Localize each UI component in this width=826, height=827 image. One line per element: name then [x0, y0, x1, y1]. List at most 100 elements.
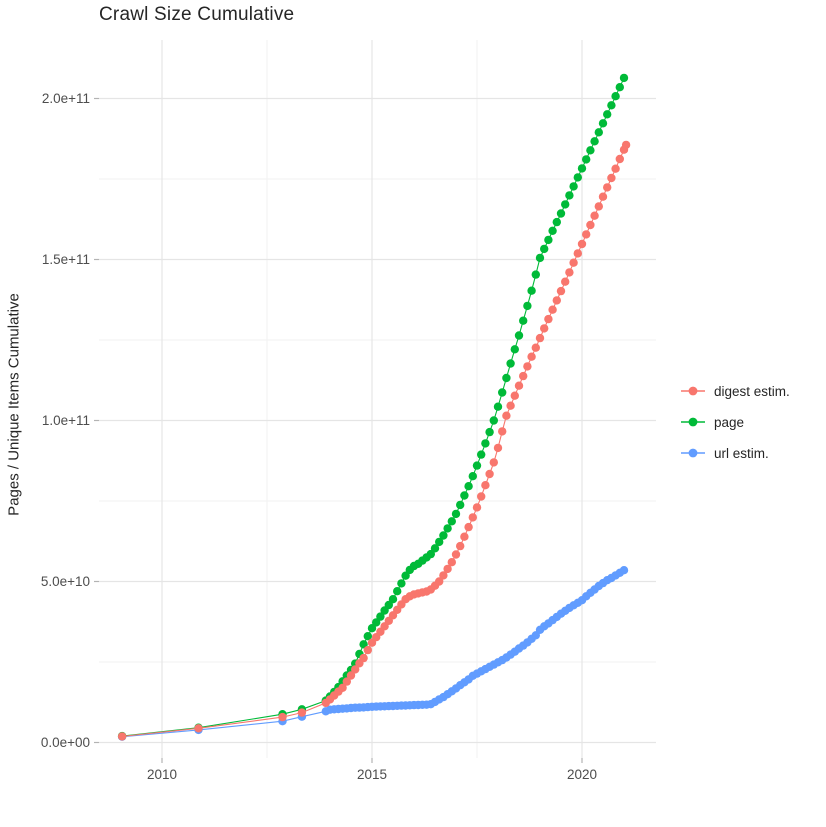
data-point: [439, 571, 448, 580]
data-point: [485, 469, 494, 479]
series-line: [122, 77, 625, 737]
data-point: [451, 509, 461, 519]
data-point: [363, 645, 372, 655]
data-point: [498, 388, 507, 397]
data-point: [535, 253, 545, 263]
data-point: [435, 577, 444, 586]
data-point: [297, 708, 307, 717]
data-point: [472, 461, 482, 470]
data-point: [489, 416, 498, 425]
data-point: [338, 683, 347, 692]
y-tick-label: 0.0e+00: [41, 735, 90, 750]
data-point: [544, 314, 553, 324]
x-tick-label: 2020: [567, 767, 597, 782]
data-point: [278, 712, 287, 722]
data-point: [598, 119, 608, 128]
data-point: [359, 653, 368, 663]
data-point: [351, 665, 360, 674]
x-tick-label: 2010: [147, 767, 177, 782]
data-point: [514, 331, 524, 340]
data-point: [472, 503, 482, 512]
data-point: [498, 427, 507, 436]
data-point: [489, 458, 498, 467]
data-point: [493, 402, 503, 411]
data-point: [506, 359, 515, 368]
data-point: [447, 558, 456, 567]
gridlines-major: [99, 40, 656, 758]
data-point: [194, 724, 203, 733]
data-point: [485, 427, 494, 437]
data-point: [519, 371, 528, 381]
data-point: [514, 381, 524, 390]
data-point: [531, 270, 540, 279]
data-point: [426, 549, 435, 559]
data-point: [430, 544, 440, 553]
data-point: [460, 532, 469, 541]
data-point: [502, 373, 511, 383]
data-point: [367, 624, 377, 633]
data-point: [556, 209, 566, 218]
data-point: [435, 537, 444, 547]
data-point: [510, 345, 519, 354]
data-point: [468, 513, 477, 522]
y-tick-label: 2.0e+11: [42, 91, 90, 106]
data-point: [384, 600, 393, 610]
legend-item: digest estim.: [680, 380, 790, 402]
data-point: [506, 401, 515, 410]
data-point: [397, 579, 406, 588]
data-point: [443, 564, 452, 574]
data-point: [493, 443, 503, 453]
data-point: [573, 249, 582, 258]
data-point: [552, 296, 561, 305]
data-point: [456, 500, 465, 510]
data-point: [481, 439, 490, 448]
data-point: [540, 244, 549, 254]
legend-item: url estim.: [680, 442, 790, 464]
data-point: [607, 101, 616, 110]
data-point: [388, 595, 398, 604]
gridlines-minor: [99, 40, 656, 758]
chart-title: Crawl Size Cumulative: [99, 4, 295, 25]
data-point: [531, 343, 540, 352]
data-point: [460, 491, 469, 500]
data-point: [594, 128, 603, 137]
data-point: [372, 618, 381, 627]
data-point: [439, 531, 448, 540]
data-point: [548, 305, 557, 314]
data-point: [621, 140, 631, 150]
data-point: [619, 73, 629, 83]
data-point: [464, 482, 473, 491]
data-point: [607, 173, 616, 183]
data-point: [611, 92, 620, 101]
data-point: [346, 671, 356, 680]
legend-label: digest estim.: [714, 383, 790, 399]
legend-label: url estim.: [714, 445, 769, 461]
data-point: [468, 472, 477, 481]
data-point: [510, 391, 519, 400]
y-tick-label: 5.0e+10: [41, 574, 90, 589]
data-point: [556, 286, 566, 296]
data-point: [569, 258, 578, 267]
data-point: [594, 202, 603, 211]
data-point: [535, 333, 545, 343]
data-point: [481, 481, 490, 490]
legend-key-icon: [681, 417, 705, 427]
data-point: [565, 191, 574, 200]
data-point: [502, 411, 511, 420]
data-point: [540, 324, 549, 333]
data-point: [569, 182, 578, 191]
data-point: [359, 640, 368, 649]
data-point: [586, 220, 595, 230]
data-point: [519, 316, 528, 325]
data-point: [615, 83, 624, 92]
legend-label: page: [714, 414, 745, 430]
data-point: [363, 632, 372, 641]
data-point: [561, 200, 570, 209]
legend: digest estim. page url estim.: [680, 380, 790, 464]
data-point: [603, 183, 612, 192]
data-point: [577, 164, 587, 173]
series-digest-estim-: [117, 140, 631, 741]
data-point: [619, 566, 629, 575]
